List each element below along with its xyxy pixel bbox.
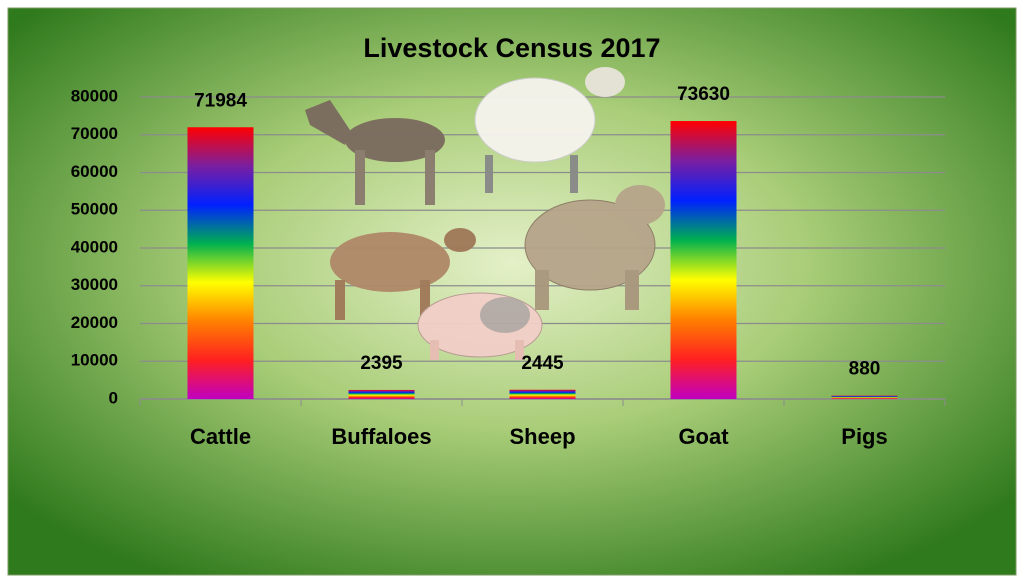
x-tick-label: Buffaloes bbox=[331, 424, 431, 449]
value-label: 2395 bbox=[360, 353, 403, 374]
bar bbox=[348, 389, 415, 399]
x-tick-label: Cattle bbox=[190, 424, 251, 449]
y-tick-label: 0 bbox=[109, 388, 118, 407]
y-tick-label: 80000 bbox=[71, 86, 118, 105]
x-tick-label: Sheep bbox=[509, 424, 575, 449]
value-label: 2445 bbox=[521, 353, 564, 374]
x-tick-label: Goat bbox=[678, 424, 729, 449]
y-tick-label: 20000 bbox=[71, 313, 118, 332]
value-label: 71984 bbox=[194, 90, 247, 111]
x-tick-label: Pigs bbox=[841, 424, 887, 449]
y-tick-label: 40000 bbox=[71, 237, 118, 256]
chart-title: Livestock Census 2017 bbox=[363, 33, 660, 63]
bar bbox=[670, 121, 737, 399]
y-tick-label: 60000 bbox=[71, 162, 118, 181]
bar bbox=[831, 395, 898, 399]
bar bbox=[509, 389, 576, 399]
animal-illustrations bbox=[305, 67, 665, 360]
y-tick-label: 30000 bbox=[71, 275, 118, 294]
y-tick-label: 70000 bbox=[71, 124, 118, 143]
y-tick-label: 50000 bbox=[71, 200, 118, 219]
value-label: 73630 bbox=[677, 84, 730, 105]
bar bbox=[187, 127, 254, 399]
y-tick-label: 10000 bbox=[71, 351, 118, 370]
value-label: 880 bbox=[849, 359, 881, 380]
